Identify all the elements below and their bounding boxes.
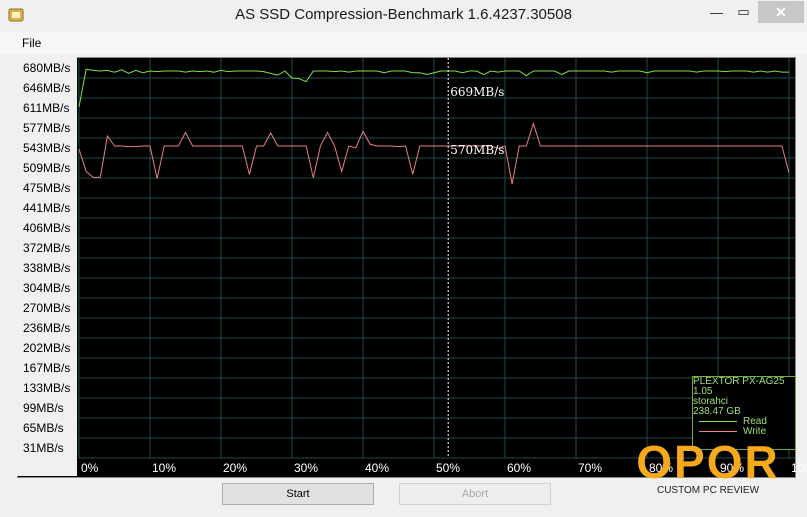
x-tick-label: 100% bbox=[791, 461, 807, 475]
watermark-logo: OPOR CUSTOM PC REVIEW bbox=[622, 439, 794, 503]
logo-text: OPOR bbox=[636, 436, 780, 488]
y-tick-label: 167MB/s bbox=[23, 361, 71, 375]
benchmark-chart: 669MB/s 570MB/s bbox=[17, 57, 796, 478]
legend-read-entry: Read bbox=[693, 417, 795, 427]
y-tick-label: 202MB/s bbox=[23, 341, 71, 355]
start-button[interactable]: Start bbox=[222, 483, 374, 505]
menu-file[interactable]: File bbox=[22, 36, 42, 50]
y-tick-label: 236MB/s bbox=[23, 321, 71, 335]
cursor-read-label: 669MB/s bbox=[450, 85, 504, 99]
y-axis: 680MB/s 646MB/s 611MB/s 577MB/s 543MB/s 509MB… bbox=[17, 57, 77, 476]
chart-svg: 669MB/s 570MB/s bbox=[78, 58, 795, 459]
x-tick-label: 90% bbox=[720, 461, 745, 475]
y-tick-label: 372MB/s bbox=[23, 241, 71, 255]
y-tick-label: 577MB/s bbox=[23, 121, 71, 135]
x-tick-label: 10% bbox=[152, 461, 177, 475]
title-bar: AS SSD Compression-Benchmark 1.6.4237.30… bbox=[0, 0, 807, 31]
y-tick-label: 543MB/s bbox=[23, 141, 71, 155]
y-tick-label: 646MB/s bbox=[23, 81, 71, 95]
abort-button[interactable]: Abort bbox=[399, 483, 551, 505]
legend-write-swatch bbox=[699, 430, 737, 432]
window-title: AS SSD Compression-Benchmark 1.6.4237.30… bbox=[235, 6, 572, 23]
x-tick-label: 60% bbox=[507, 461, 532, 475]
x-tick-label: 0% bbox=[81, 461, 99, 475]
chart-legend: PLEXTOR PX-AG25 1.05 storahci 238.47 GB … bbox=[692, 376, 796, 450]
legend-write-label: Write bbox=[743, 426, 767, 437]
legend-read-swatch bbox=[699, 420, 737, 422]
x-tick-label: 70% bbox=[578, 461, 603, 475]
y-tick-label: 680MB/s bbox=[23, 61, 71, 75]
maximize-button[interactable]: ▭ bbox=[737, 4, 750, 19]
y-tick-label: 99MB/s bbox=[23, 401, 64, 415]
y-tick-label: 406MB/s bbox=[23, 221, 71, 235]
legend-drive: PLEXTOR PX-AG25 bbox=[693, 376, 785, 387]
legend-read-label: Read bbox=[743, 416, 767, 427]
x-tick-label: 80% bbox=[649, 461, 674, 475]
y-tick-label: 509MB/s bbox=[23, 161, 71, 175]
logo-tagline: CUSTOM PC REVIEW bbox=[656, 485, 760, 496]
legend-driver: storahci bbox=[693, 396, 729, 407]
y-tick-label: 65MB/s bbox=[23, 421, 64, 435]
y-tick-label: 270MB/s bbox=[23, 301, 71, 315]
app-icon bbox=[8, 8, 24, 22]
x-tick-label: 20% bbox=[223, 461, 248, 475]
legend-firmware: 1.05 bbox=[693, 386, 713, 397]
legend-write-entry: Write bbox=[693, 427, 795, 437]
y-tick-label: 475MB/s bbox=[23, 181, 71, 195]
x-tick-label: 30% bbox=[294, 461, 319, 475]
y-tick-label: 441MB/s bbox=[23, 201, 71, 215]
minimize-button[interactable]: — bbox=[710, 4, 723, 20]
y-tick-label: 338MB/s bbox=[23, 261, 71, 275]
x-tick-label: 40% bbox=[365, 461, 390, 475]
read-series-line bbox=[78, 68, 789, 108]
x-tick-label: 50% bbox=[436, 461, 461, 475]
y-tick-label: 611MB/s bbox=[23, 101, 70, 115]
legend-capacity: 238.47 GB bbox=[693, 406, 741, 417]
write-series-line bbox=[78, 121, 790, 184]
y-tick-label: 133MB/s bbox=[23, 381, 71, 395]
cursor-write-label: 570MB/s bbox=[450, 143, 504, 157]
menu-bar: File bbox=[0, 32, 807, 54]
y-tick-label: 304MB/s bbox=[23, 281, 71, 295]
y-tick-label: 31MB/s bbox=[23, 441, 64, 455]
close-button[interactable]: ✕ bbox=[758, 1, 804, 23]
